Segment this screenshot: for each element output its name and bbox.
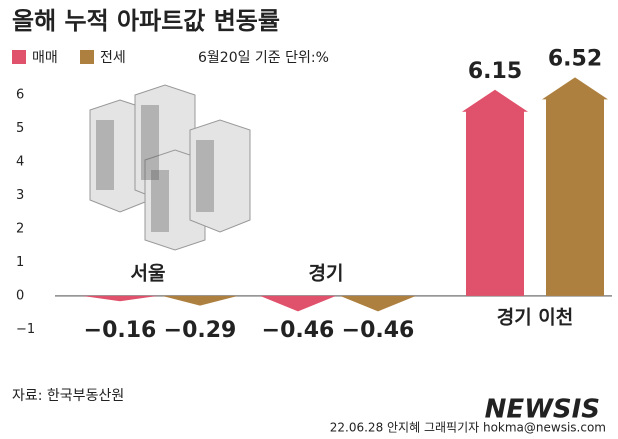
bar-arrow — [462, 89, 528, 296]
y-tick-label: 5 — [16, 121, 24, 136]
y-tick-label: 1 — [16, 255, 24, 270]
value-label: −0.16 — [84, 318, 157, 343]
legend-label: 전세 — [100, 50, 126, 66]
watermark: NEWSIS — [485, 395, 600, 425]
y-tick-label: 2 — [16, 221, 24, 236]
bar-arrow — [542, 77, 608, 296]
bar-wedge — [82, 295, 158, 302]
category-label: 서울 — [131, 262, 166, 284]
category-label: 경기 이천 — [497, 306, 574, 328]
legend-swatch — [12, 50, 26, 64]
y-tick-label: 0 — [16, 288, 24, 303]
note: 6월20일 기준 단위:% — [198, 50, 329, 66]
bar-wedge — [260, 295, 336, 312]
y-tick-label: −1 — [16, 322, 35, 337]
legend-label: 매매 — [32, 50, 58, 66]
value-label: −0.46 — [342, 318, 415, 343]
value-label: 6.52 — [548, 46, 602, 71]
building-illustration — [89, 84, 251, 251]
bar-wedge — [340, 295, 416, 312]
y-tick-label: 3 — [16, 188, 24, 203]
credit: 22.06.28 안지혜 그래픽기자 hokma@newsis.com — [330, 421, 606, 435]
bar-wedge — [162, 295, 238, 306]
category-label: 경기 — [309, 262, 344, 284]
value-label: 6.15 — [468, 59, 522, 84]
chart-title: 올해 누적 아파트값 변동률 — [12, 7, 280, 35]
legend-swatch — [80, 50, 94, 64]
value-label: −0.46 — [262, 318, 335, 343]
y-tick-label: 6 — [16, 87, 24, 102]
source: 자료: 한국부동산원 — [12, 388, 124, 404]
value-label: −0.29 — [164, 318, 237, 343]
y-tick-label: 4 — [16, 154, 24, 169]
